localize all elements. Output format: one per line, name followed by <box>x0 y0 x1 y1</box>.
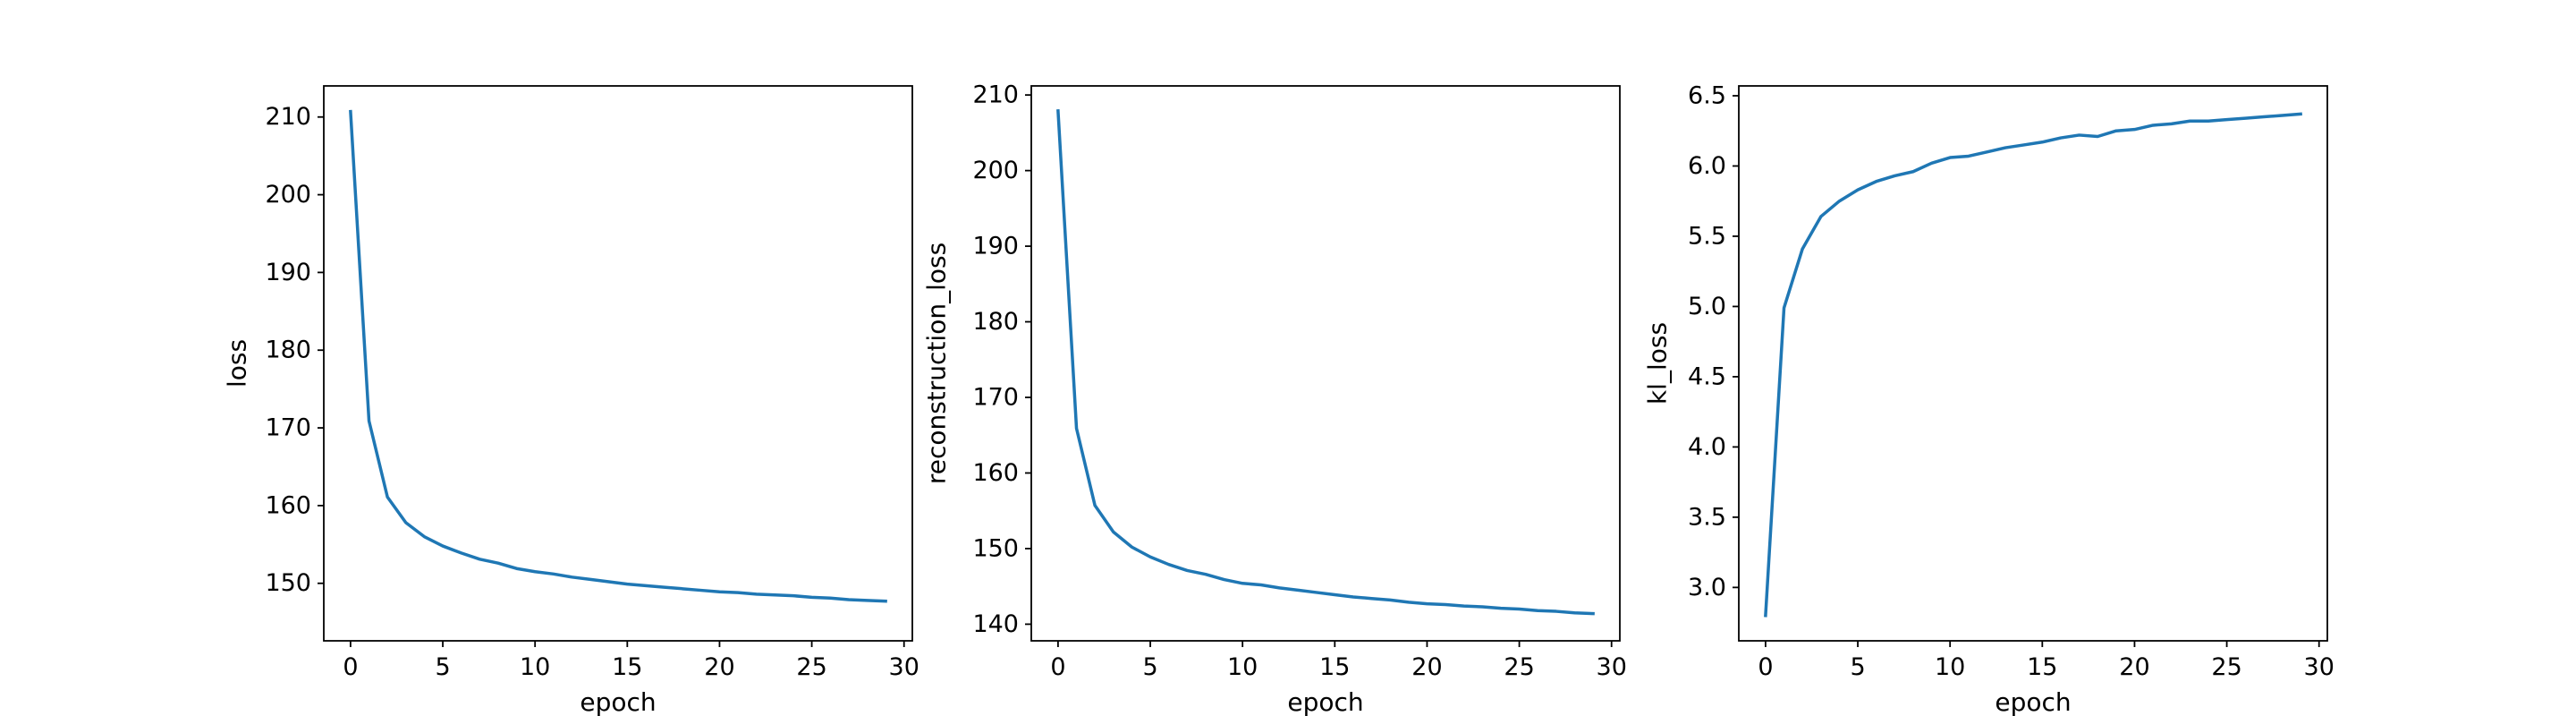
y-tick-label: 200 <box>265 181 311 209</box>
x-tick-label: 15 <box>2027 653 2057 681</box>
x-tick-label: 25 <box>2211 653 2241 681</box>
x-tick-label: 10 <box>1935 653 1965 681</box>
y-tick-label: 5.0 <box>1688 293 1726 320</box>
x-tick-label: 0 <box>1758 653 1773 681</box>
y-tick-label: 3.5 <box>1688 503 1726 531</box>
y-tick-label: 170 <box>972 384 1019 412</box>
y-axis-label: kl_loss <box>1643 322 1673 405</box>
y-tick-label: 4.0 <box>1688 433 1726 461</box>
x-tick-label: 15 <box>1319 653 1350 681</box>
y-tick-label: 190 <box>972 233 1019 260</box>
x-tick-label: 20 <box>2119 653 2149 681</box>
y-tick-label: 3.0 <box>1688 574 1726 601</box>
axes-frame <box>323 85 913 642</box>
y-tick-label: 160 <box>265 491 311 519</box>
x-tick-label: 25 <box>796 653 826 681</box>
x-tick-label: 30 <box>2304 653 2334 681</box>
x-tick-label: 20 <box>704 653 734 681</box>
y-tick-label: 170 <box>265 414 311 442</box>
y-tick-label: 150 <box>972 534 1019 562</box>
y-tick-label: 180 <box>972 308 1019 336</box>
x-tick-label: 20 <box>1411 653 1442 681</box>
y-tick-label: 210 <box>972 81 1019 109</box>
axes-frame <box>1030 85 1621 642</box>
x-tick-label: 15 <box>612 653 642 681</box>
series-line <box>349 109 887 603</box>
x-tick-label: 30 <box>889 653 919 681</box>
x-axis-label: epoch <box>580 687 656 716</box>
x-tick-label: 0 <box>343 653 358 681</box>
y-tick-label: 140 <box>972 610 1019 638</box>
y-axis-label: reconstruction_loss <box>922 243 952 484</box>
y-axis-label: loss <box>223 339 252 388</box>
x-tick-label: 10 <box>520 653 550 681</box>
x-axis-label: epoch <box>1287 687 1363 716</box>
y-tick-label: 6.0 <box>1688 152 1726 180</box>
series-line <box>1764 112 2302 618</box>
subplot-loss: 0 5 10 15 20 25 30 150 160 170 180 190 200 210 epoch lo… <box>223 85 919 716</box>
x-tick-label: 30 <box>1597 653 1627 681</box>
y-tick-label: 5.5 <box>1688 222 1726 250</box>
x-tick-label: 25 <box>1504 653 1534 681</box>
y-tick-label: 160 <box>972 459 1019 487</box>
x-tick-label: 0 <box>1050 653 1065 681</box>
subplot-kl-loss: 0 5 10 15 20 25 30 3.0 3.5 4.0 4.5 5.0 5.5 6.0 6.5 epoc… <box>1643 81 2334 716</box>
y-tick-label: 200 <box>972 157 1019 184</box>
y-tick-label: 190 <box>265 259 311 286</box>
x-tick-label: 10 <box>1227 653 1258 681</box>
y-tick-label: 210 <box>265 103 311 131</box>
axes-frame <box>1738 85 2328 642</box>
y-tick-label: 4.5 <box>1688 362 1726 390</box>
x-tick-label: 5 <box>1142 653 1157 681</box>
x-axis-label: epoch <box>1995 687 2071 716</box>
subplot-reconstruction-loss: 0 5 10 15 20 25 30 140 150 160 170 180 190 200 210 epoc… <box>922 81 1627 716</box>
series-line <box>1056 109 1595 616</box>
y-tick-label: 150 <box>265 569 311 597</box>
x-tick-label: 5 <box>435 653 450 681</box>
y-tick-label: 180 <box>265 337 311 364</box>
x-tick-label: 5 <box>1850 653 1865 681</box>
y-tick-label: 6.5 <box>1688 81 1726 109</box>
